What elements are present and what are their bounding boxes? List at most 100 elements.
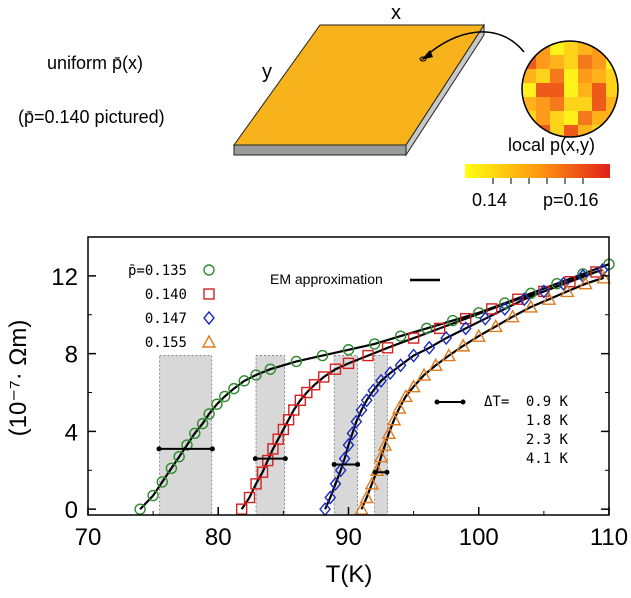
marker-circle xyxy=(499,297,511,309)
marker-circle xyxy=(290,355,303,368)
x-tick-label: 110 xyxy=(590,524,628,551)
marker-diamond xyxy=(350,414,363,429)
marker-square xyxy=(203,288,215,300)
marker-triangle xyxy=(369,462,385,476)
marker-diamond xyxy=(367,383,380,398)
colorbar xyxy=(465,164,610,178)
local-mosaic xyxy=(522,41,618,137)
colorbar-high-label: p=0.16 xyxy=(543,190,599,210)
legend-label-1: 0.140 xyxy=(145,287,187,303)
marker-circle xyxy=(165,462,178,475)
mosaic-cell xyxy=(606,41,618,55)
mosaic-cell xyxy=(536,83,550,97)
marker-triangle xyxy=(398,388,413,403)
marker-triangle xyxy=(523,299,539,313)
marker-circle xyxy=(189,427,201,440)
marker-circle xyxy=(525,287,537,300)
marker-triangle xyxy=(560,283,575,298)
marker-circle xyxy=(342,344,355,356)
marker-square xyxy=(590,266,602,278)
marker-square xyxy=(564,276,576,288)
marker-square xyxy=(512,293,524,305)
mosaic-cell xyxy=(606,83,618,97)
delta-t-bars xyxy=(156,446,390,475)
mosaic-cell xyxy=(564,55,578,69)
mosaic-cell xyxy=(550,97,564,111)
marker-triangle xyxy=(488,318,503,333)
marker-triangle xyxy=(392,400,407,414)
legend-label-0: p̄=0.135 xyxy=(128,263,187,279)
marker-square xyxy=(486,303,498,315)
marker-square xyxy=(288,404,300,416)
slab-side xyxy=(233,144,407,156)
x-axis-label: T(K) xyxy=(326,561,373,588)
marker-diamond xyxy=(498,301,511,317)
marker-triangle xyxy=(386,412,402,426)
marker-square xyxy=(318,371,330,383)
marker-triangle xyxy=(364,476,380,490)
delta-t-bar-end xyxy=(372,469,378,475)
marker-circle xyxy=(173,450,185,463)
marker-diamond xyxy=(342,437,355,453)
marker-diamond xyxy=(324,490,337,505)
marker-diamond xyxy=(459,321,472,336)
slab-top xyxy=(233,24,485,146)
marker-triangle xyxy=(596,270,611,284)
mosaic-cell xyxy=(564,111,578,125)
mosaic-cell xyxy=(564,83,578,97)
delta-t-legend: ΔT= 0.9 K 1.8 K 2.3 K 4.1 K xyxy=(434,394,569,467)
mosaic-cell xyxy=(536,55,550,69)
delta-t-legend-dot-right xyxy=(460,399,466,405)
colorbar-ticks xyxy=(492,178,584,184)
mosaic-cell xyxy=(578,55,592,69)
legend-label-2: 0.147 xyxy=(145,311,187,327)
marker-circle xyxy=(264,363,277,375)
y-tick-label: 4 xyxy=(65,419,78,446)
marker-triangle xyxy=(201,334,217,348)
marker-diamond xyxy=(423,340,436,355)
marker-circle xyxy=(134,503,146,515)
y-tick-label: 8 xyxy=(65,342,78,369)
chart: 70 80 90 100 110 0 4 8 12 T(K) (10⁻⁷· Ωm) p̄=0.1… xyxy=(5,236,628,588)
marker-circle xyxy=(316,349,329,362)
top-illustration: uniform p̄(x) (p̄=0.140 pictured) x y lo… xyxy=(18,2,619,210)
marker-circle xyxy=(447,314,459,327)
colorbar-low-label: 0.14 xyxy=(472,190,507,210)
marker-circle xyxy=(368,338,381,350)
delta-t-bar-end xyxy=(156,446,162,452)
mosaic-cell xyxy=(550,69,564,83)
delta-t-bar-end xyxy=(252,456,258,462)
legend-markers xyxy=(201,264,217,348)
marker-circle xyxy=(219,390,231,403)
marker-triangle xyxy=(416,367,432,381)
marker-triangle xyxy=(578,276,593,290)
marker-diamond xyxy=(360,393,373,408)
marker-triangle xyxy=(381,425,397,440)
zoom-arrow xyxy=(425,31,525,57)
delta-t-bar-end xyxy=(355,461,361,467)
mosaic-cell xyxy=(536,69,550,83)
marker-circle xyxy=(250,369,262,381)
mosaic-cell xyxy=(578,83,592,97)
marker-square xyxy=(308,379,321,391)
marker-circle xyxy=(228,382,240,395)
marker-square xyxy=(433,322,446,335)
marker-triangle xyxy=(441,348,456,362)
marker-diamond xyxy=(334,463,347,478)
legend: p̄=0.135 0.140 0.147 0.155 EM approximat… xyxy=(128,263,440,351)
marker-diamond xyxy=(407,348,420,363)
mosaic-cell xyxy=(564,69,578,83)
local-label: local p(x,y) xyxy=(508,135,595,155)
mosaic-cell xyxy=(522,83,536,97)
delta-t-legend-dot-left xyxy=(434,399,440,405)
marker-diamond xyxy=(346,426,359,441)
marker-triangle xyxy=(505,309,520,323)
x-tick-label: 90 xyxy=(335,524,362,551)
marker-triangle xyxy=(377,437,393,451)
delta-t-prefix: ΔT= xyxy=(484,394,509,410)
marker-circle xyxy=(551,277,563,290)
mosaic-cell xyxy=(606,125,618,137)
marker-square xyxy=(262,454,274,467)
zoom-spot xyxy=(419,56,427,62)
marker-triangle xyxy=(455,338,471,352)
